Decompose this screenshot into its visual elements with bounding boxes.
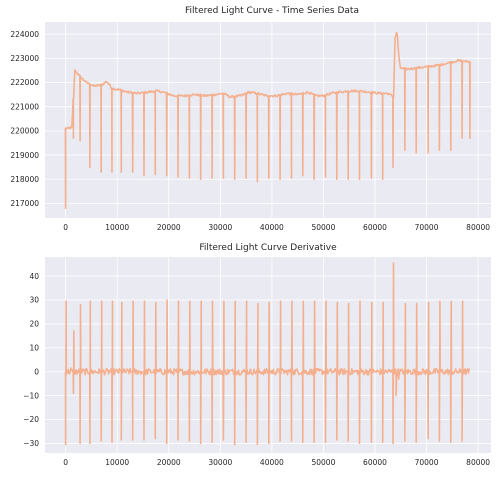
light-curve-y-ticks: 217000 218000 219000 220000 221000 222000 2230… <box>10 30 39 208</box>
y-tick-label: 0 <box>34 367 39 376</box>
y-tick-label: −20 <box>23 415 39 424</box>
y-tick-label: 223000 <box>10 54 39 63</box>
y-tick-label: −10 <box>23 391 39 400</box>
x-tick-label: 70000 <box>415 458 439 467</box>
y-tick-label: 40 <box>29 272 39 281</box>
y-tick-label: 224000 <box>10 30 39 39</box>
x-tick-label: 50000 <box>311 223 335 232</box>
y-tick-label: 217000 <box>10 199 39 208</box>
x-tick-label: 60000 <box>363 458 387 467</box>
y-tick-label: 220000 <box>10 127 39 136</box>
y-tick-label: 10 <box>29 344 39 353</box>
x-tick-label: 80000 <box>466 458 490 467</box>
derivative-series-line <box>64 262 471 446</box>
x-tick-label: 0 <box>63 458 68 467</box>
derivative-x-ticks: 0 10000 20000 30000 40000 50000 60000 70000 8000… <box>63 458 490 467</box>
y-tick-label: 221000 <box>10 102 39 111</box>
y-tick-label: 219000 <box>10 151 39 160</box>
x-tick-label: 30000 <box>208 458 232 467</box>
x-tick-label: 80000 <box>466 223 490 232</box>
derivative-chart-title: Filtered Light Curve Derivative <box>199 243 337 253</box>
light-curve-chart-title: Filtered Light Curve - Time Series Data <box>185 6 359 16</box>
light-curve-chart: Filtered Light Curve - Time Series Data … <box>10 6 491 232</box>
x-tick-label: 40000 <box>260 458 284 467</box>
light-curve-series-line <box>64 31 471 210</box>
x-tick-label: 10000 <box>105 223 129 232</box>
x-tick-label: 70000 <box>415 223 439 232</box>
x-tick-label: 20000 <box>157 223 181 232</box>
y-tick-label: 222000 <box>10 78 39 87</box>
x-tick-label: 10000 <box>105 458 129 467</box>
y-tick-label: 30 <box>29 296 39 305</box>
y-tick-label: 218000 <box>10 175 39 184</box>
x-tick-label: 40000 <box>260 223 284 232</box>
x-tick-label: 30000 <box>208 223 232 232</box>
light-curve-x-ticks: 0 10000 20000 30000 40000 50000 60000 70000 8000… <box>63 223 490 232</box>
derivative-y-ticks: −30 −20 −10 0 10 20 30 40 <box>23 272 39 448</box>
x-tick-label: 20000 <box>157 458 181 467</box>
x-tick-label: 50000 <box>311 458 335 467</box>
x-tick-label: 60000 <box>363 223 387 232</box>
y-tick-label: 20 <box>29 320 39 329</box>
derivative-chart: Filtered Light Curve Derivative −30 −20 −1… <box>23 243 491 467</box>
y-tick-label: −30 <box>23 439 39 448</box>
x-tick-label: 0 <box>63 223 68 232</box>
